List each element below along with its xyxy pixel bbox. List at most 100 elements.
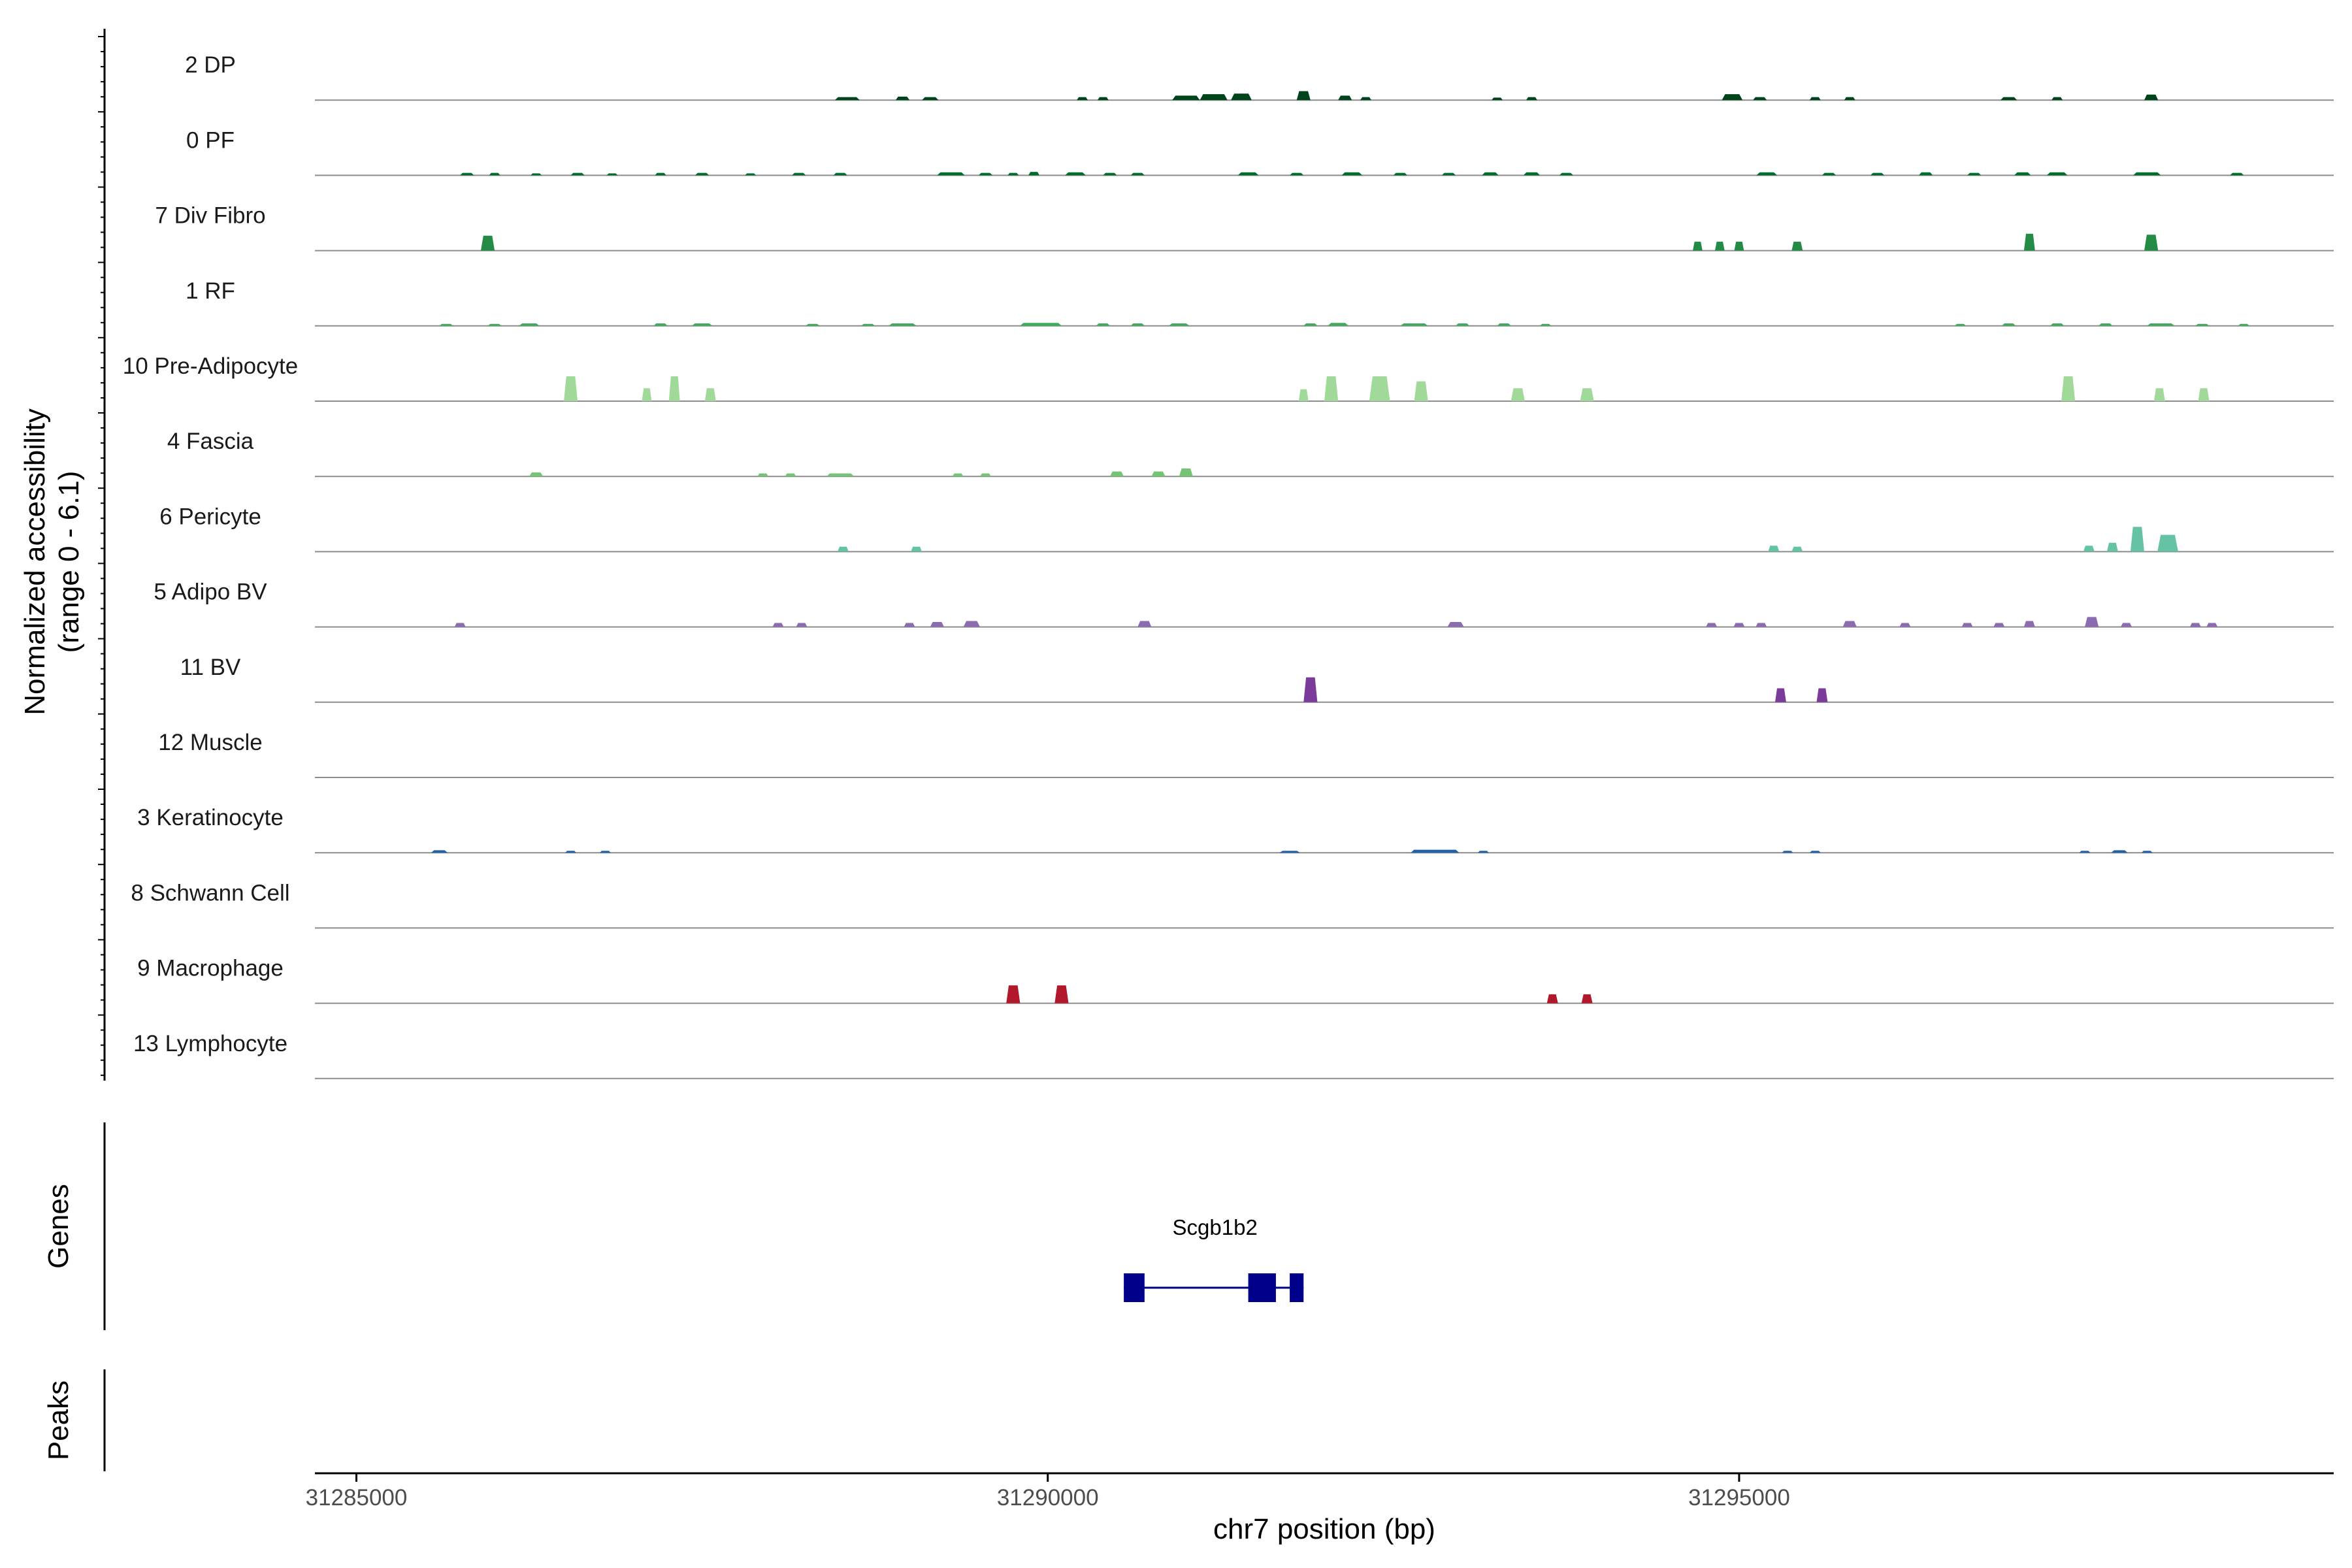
coverage-peak (642, 388, 652, 401)
coverage-peak (1179, 468, 1193, 477)
coverage-peak (1581, 994, 1593, 1004)
coverage-peak (1753, 97, 1767, 101)
coverage-peak (2141, 851, 2153, 853)
coverage-peak (904, 623, 915, 627)
coverage-peak (1400, 323, 1428, 326)
coverage-peak (454, 623, 466, 627)
coverage-peak (1020, 323, 1062, 326)
coverage-peak (1303, 677, 1318, 702)
coverage-peak (1296, 91, 1311, 101)
coverage-peak (911, 546, 923, 552)
coverage-peak (2083, 546, 2095, 552)
coverage-peak (1733, 623, 1745, 627)
track-6: 4 Fascia (167, 429, 2334, 478)
coverage-peak (796, 623, 808, 627)
coverage-peak (2130, 527, 2144, 552)
coverage-peak (2014, 172, 2031, 176)
coverage-peak (487, 323, 502, 326)
coverage-peak (838, 546, 849, 552)
coverage-peak (691, 323, 713, 326)
x-tick-label: 31290000 (997, 1485, 1099, 1511)
coverage-peak (1279, 851, 1300, 853)
coverage-peak (1237, 172, 1259, 176)
coverage-peak (963, 621, 980, 627)
coverage-peak (460, 172, 474, 176)
coverage-peak (1411, 849, 1460, 853)
coverage-peak (1007, 172, 1019, 176)
coverage-y-axis-ticks (98, 36, 105, 1076)
coverage-peak (895, 96, 910, 101)
coverage-peak (1870, 172, 1885, 176)
track-10: 12 Muscle (158, 730, 2334, 778)
coverage-peak (565, 851, 576, 853)
coverage-peak (861, 323, 875, 326)
coverage-peak (2238, 323, 2249, 326)
coverage-peak (1961, 623, 1973, 627)
coverage-peak (2133, 172, 2161, 176)
coverage-peak (1791, 546, 1803, 552)
coverage-peak (1492, 97, 1503, 101)
coverage-peak (704, 388, 716, 401)
coverage-peak (2153, 388, 2165, 401)
coverage-peak (826, 473, 855, 477)
coverage-peak (785, 473, 796, 477)
coverage-peak (1775, 688, 1786, 702)
coverage-peak (1006, 985, 1021, 1004)
coverage-peak (1919, 172, 1933, 176)
peaks-section-label: Peaks (42, 1380, 74, 1460)
coverage-peak (1393, 172, 1407, 176)
coverage-peak (1324, 376, 1339, 401)
coverage-peak (2206, 623, 2218, 627)
coverage-peak (2023, 233, 2035, 251)
coverage-peak (2085, 617, 2099, 627)
coverage-peak (1172, 95, 1200, 101)
coverage-peak (1734, 241, 1744, 251)
coverage-peak (431, 850, 448, 853)
coverage-peak (529, 472, 544, 477)
coverage-peak (930, 622, 944, 627)
gene-exon (1248, 1273, 1276, 1302)
coverage-peak (1290, 172, 1304, 176)
track-9: 11 BV (180, 655, 2334, 703)
coverage-peak (1028, 172, 1039, 176)
coverage-peak (1338, 95, 1352, 101)
coverage-peak (1526, 97, 1537, 101)
coverage-peak (1722, 94, 1743, 101)
coverage-peak (1065, 172, 1086, 176)
coverage-peak (922, 97, 939, 101)
coverage-peak (1693, 241, 1703, 251)
track-14: 13 Lymphocyte (133, 1031, 2334, 1079)
track-label: 4 Fascia (167, 429, 254, 454)
track-label: 6 Pericyte (159, 504, 261, 529)
coverage-peak (1706, 623, 1718, 627)
coverage-peak (695, 172, 710, 176)
coverage-peak (2121, 623, 2132, 627)
coverage-peak (1130, 172, 1145, 176)
gene-label: Scgb1b2 (1173, 1215, 1258, 1239)
track-label: 7 Div Fibro (155, 203, 265, 229)
coverage-peak (2147, 323, 2175, 326)
coverage-peak (2144, 94, 2159, 101)
coverage-peak (668, 376, 680, 401)
coverage-peak (889, 323, 917, 326)
track-label: 2 DP (185, 52, 236, 78)
coverage-peak (952, 473, 964, 477)
coverage-peak (1782, 851, 1793, 853)
coverage-peak (1842, 621, 1857, 627)
track-label: 9 Macrophage (137, 956, 284, 981)
coverage-peak (2051, 97, 2063, 101)
coverage-peak (980, 473, 991, 477)
coverage-peak (1077, 97, 1088, 101)
coverage-peak (600, 851, 611, 853)
coverage-peak (1168, 323, 1190, 326)
coverage-peak (745, 173, 757, 176)
coverage-peak (1899, 623, 1911, 627)
coverage-peak (1816, 688, 1828, 702)
track-label: 11 BV (180, 655, 241, 680)
coverage-peak (1955, 323, 1966, 326)
coverage-peak (1328, 323, 1348, 326)
coverage-tracks: 2 DP 0 PF 7 Div Fibro 1 RF 10 Pre-Adipocyte 4… (123, 52, 2334, 1079)
coverage-peak (481, 235, 495, 251)
track-label: 5 Adipo BV (154, 580, 267, 605)
